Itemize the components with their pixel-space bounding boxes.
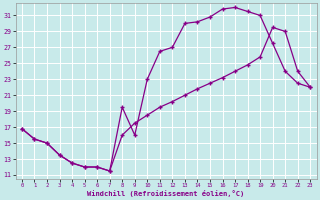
X-axis label: Windchill (Refroidissement éolien,°C): Windchill (Refroidissement éolien,°C) xyxy=(87,190,245,197)
